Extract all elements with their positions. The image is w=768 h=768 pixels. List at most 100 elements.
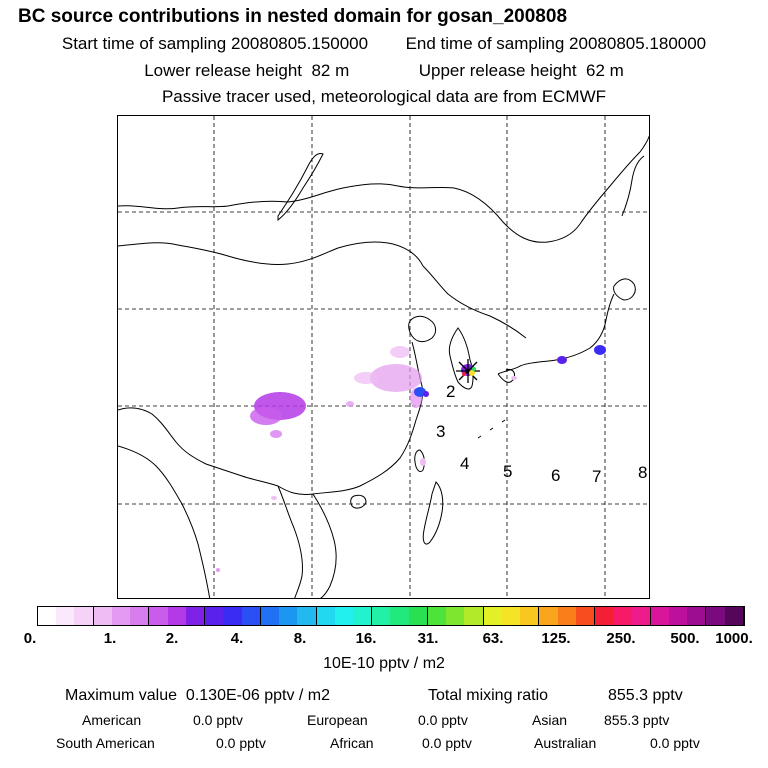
- colorbar-cell: [557, 607, 576, 625]
- max-value: 0.130E-06 pptv / m2: [185, 687, 331, 704]
- philippines: [422, 481, 444, 545]
- colorbar-cell: [279, 607, 298, 625]
- colorbar-tick-label: 31.: [417, 630, 439, 647]
- total-mixing-value: 855.3 pptv: [608, 687, 683, 704]
- colorbar-cell: [724, 607, 744, 625]
- colorbar-cell: [316, 607, 335, 625]
- plume-east-china-west: [354, 372, 378, 384]
- graticule: [118, 116, 649, 598]
- indochina-west: [277, 485, 303, 598]
- release-height-line: Lower release height 82 m Upper release …: [0, 61, 768, 81]
- lower-height-label: Lower release height: [144, 61, 303, 80]
- colorbar-cell: [297, 607, 317, 625]
- african-label: African: [330, 735, 374, 751]
- total-mixing-line: Total mixing ratio: [428, 687, 548, 705]
- plume-sichuan-south: [270, 430, 282, 438]
- plume-indochina: [271, 496, 277, 500]
- colorbar-tick-label: 250.: [606, 630, 636, 647]
- colorbar-tick-label: 0.: [23, 630, 37, 647]
- colorbar-cell: [260, 607, 280, 625]
- colorbar-tick-label: 125.: [541, 630, 571, 647]
- asian-label: Asian: [532, 712, 568, 728]
- american-label: American: [82, 712, 142, 728]
- start-time-value: 20080805.150000: [231, 34, 369, 53]
- european-value: 0.0 pptv: [418, 712, 468, 728]
- plume-taiwan: [420, 458, 426, 466]
- figure-title: BC source contributions in nested domain…: [18, 6, 568, 27]
- colorbar-tick-label: 500.: [670, 630, 700, 647]
- colorbar: [37, 606, 745, 626]
- coastlines: [118, 135, 649, 598]
- border-northeast-china: [422, 265, 527, 339]
- hainan: [350, 494, 367, 509]
- colorbar-cell: [167, 607, 186, 625]
- south-american-label: South American: [56, 735, 155, 751]
- colorbar-cell: [149, 607, 168, 625]
- bohai-gulf: [408, 315, 437, 343]
- colorbar-cell: [613, 607, 632, 625]
- receptor-marker: [456, 359, 480, 383]
- upper-height-value: 62 m: [586, 61, 624, 80]
- plume-shanghai-peak: [423, 391, 429, 397]
- colorbar-cell: [408, 607, 428, 625]
- start-time-label: Start time of sampling: [61, 34, 227, 53]
- colorbar-cell: [205, 607, 224, 625]
- end-time-label: End time of sampling: [405, 34, 565, 53]
- colorbar-cell: [241, 607, 261, 625]
- colorbar-cell: [56, 607, 75, 625]
- map-canvas: [118, 116, 649, 598]
- colorbar-cell: [464, 607, 484, 625]
- colorbar-cell: [520, 607, 540, 625]
- region-label: 8: [638, 463, 648, 482]
- plume-sichuan-west: [250, 407, 282, 425]
- indochina-east: [312, 493, 337, 598]
- colorbar-cell: [38, 607, 57, 625]
- colorbar-tick-label: 1000.: [715, 630, 753, 647]
- india-coast: [118, 445, 211, 598]
- african-value: 0.0 pptv: [422, 735, 472, 751]
- colorbar-cell: [687, 607, 707, 625]
- japan-honshu: [497, 293, 615, 375]
- border-mongolia-china: [118, 241, 424, 267]
- australian-value: 0.0 pptv: [650, 735, 700, 751]
- region-label: 6: [551, 466, 561, 485]
- ryukyu-islands: [477, 419, 506, 439]
- colorbar-cell: [130, 607, 150, 625]
- american-value: 0.0 pptv: [193, 712, 243, 728]
- colorbar-cell: [372, 607, 391, 625]
- colorbar-cell: [631, 607, 651, 625]
- sampling-time-line: Start time of sampling 20080805.150000 E…: [0, 34, 768, 54]
- contribution-field: [216, 345, 606, 572]
- plume-shandong: [390, 346, 410, 358]
- plume-east-china: [370, 364, 422, 392]
- end-time-value: 20080805.180000: [569, 34, 707, 53]
- colorbar-cell: [706, 607, 725, 625]
- colorbar-cell: [93, 607, 112, 625]
- max-value-line: Maximum value 0.130E-06 pptv / m2: [65, 687, 330, 705]
- region-label: 7: [592, 467, 602, 486]
- region-label: 4: [460, 454, 470, 473]
- region-label: 2: [446, 382, 456, 401]
- region-label: 5: [503, 462, 513, 481]
- plume-india: [216, 568, 220, 572]
- colorbar-cell: [74, 607, 94, 625]
- colorbar-cell: [501, 607, 521, 625]
- asian-value: 855.3 pptv: [604, 712, 670, 728]
- max-value-label: Maximum value: [65, 687, 178, 704]
- region-label: 3: [436, 422, 446, 441]
- colorbar-cell: [111, 607, 131, 625]
- upper-height-label: Upper release height: [418, 61, 577, 80]
- colorbar-units: 10E-10 pptv / m2: [323, 655, 445, 672]
- colorbar-tick-label: 1.: [103, 630, 117, 647]
- japan-hokkaido: [613, 278, 636, 301]
- colorbar-cell: [185, 607, 206, 625]
- russian-coast: [579, 135, 649, 225]
- border-south-asia: [118, 407, 279, 487]
- plume-central: [346, 401, 354, 407]
- plume-shanghai-core: [414, 387, 426, 397]
- colorbar-tick-label: 16.: [355, 630, 377, 647]
- border-russia-mongolia: [118, 183, 581, 243]
- colorbar-cell: [223, 607, 242, 625]
- plume-kyushu: [511, 376, 517, 380]
